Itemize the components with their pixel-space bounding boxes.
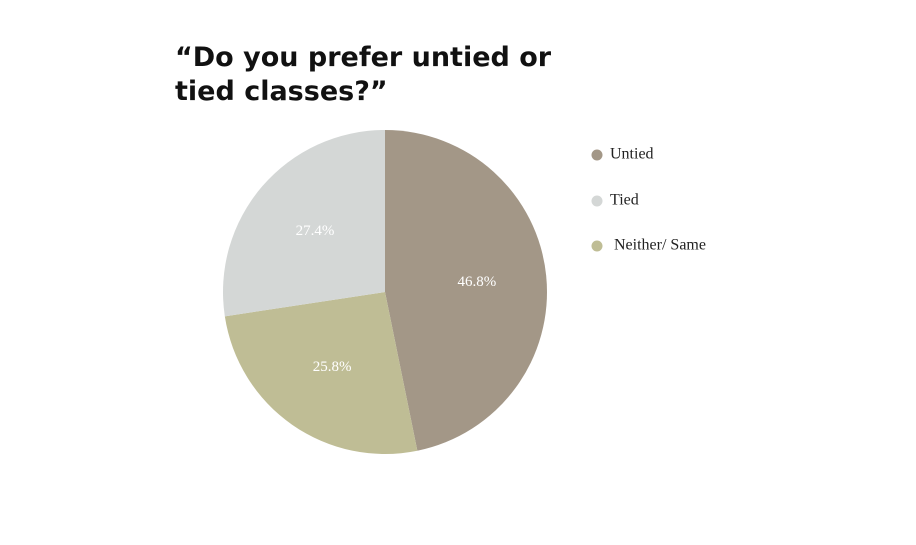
pie-slice [224,292,418,454]
value-label: 46.8% [457,274,496,290]
legend-label: Tied [610,192,639,209]
pie-slice [223,130,385,317]
legend-label: Untied [610,146,654,163]
legend-swatch [591,240,603,252]
legend-swatch [591,149,603,161]
legend: Untied Tied Neither/ Same [591,146,706,254]
legend-swatch [591,195,603,207]
legend-item: Tied [591,192,639,209]
value-label: 25.8% [313,359,352,375]
legend-item: Untied [591,146,654,163]
chart-title: “Do you prefer untied or tied classes?” [175,42,552,107]
legend-item: Neither/ Same [591,237,706,254]
value-label: 27.4% [296,223,335,239]
pie-slice [385,130,547,451]
legend-label: Neither/ Same [614,237,706,254]
